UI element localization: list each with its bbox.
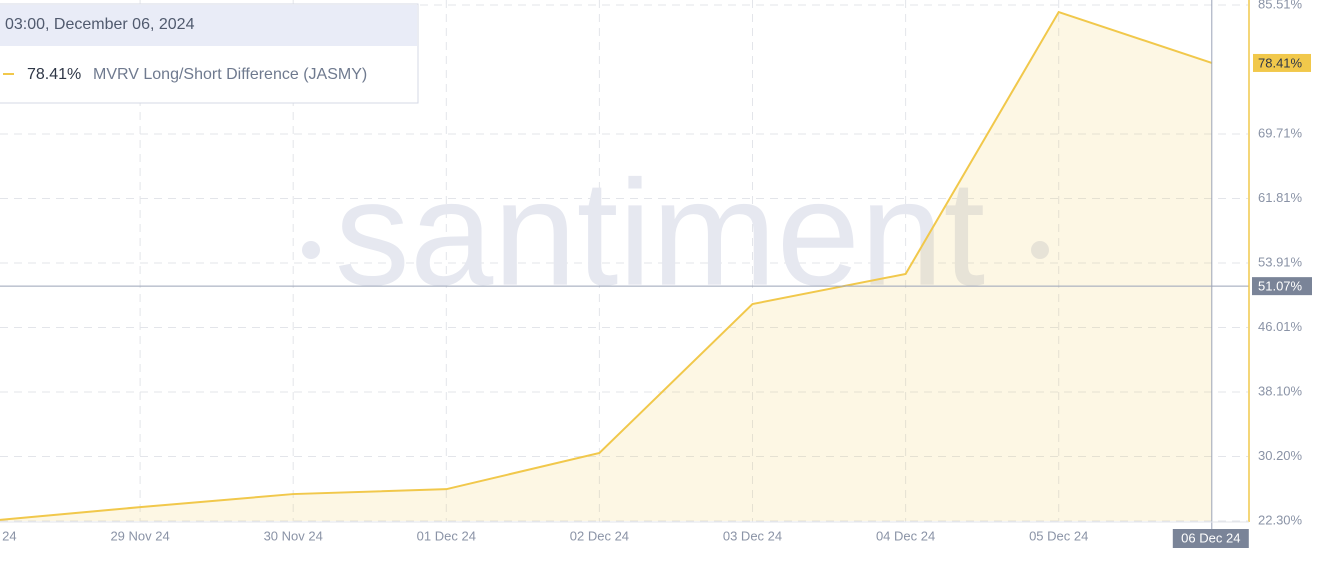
y-tick-label: 61.81% (1258, 190, 1303, 205)
area (0, 12, 1212, 521)
crosshair-x-box (1172, 529, 1249, 548)
y-tick-label: 38.10% (1258, 383, 1303, 398)
y-tick-label: 53.91% (1258, 254, 1303, 269)
y-tick-label: 85.51% (1258, 0, 1303, 11)
watermark-dot (1031, 241, 1049, 259)
last-value-box (1253, 53, 1311, 72)
x-tick-label: 04 Dec 24 (876, 528, 935, 543)
x-tick-label: 01 Dec 24 (417, 528, 476, 543)
watermark: santiment (335, 149, 985, 317)
x-tick-label: 28 Nov 24 (0, 528, 17, 543)
x-tick-label: 05 Dec 24 (1029, 528, 1088, 543)
x-tick-label: 29 Nov 24 (110, 528, 169, 543)
tooltip-title: 03:00, December 06, 2024 (5, 16, 195, 33)
tooltip: 03:00, December 06, 2024 78.41% MVRV Lon… (0, 3, 419, 104)
x-tick-label: 02 Dec 24 (570, 528, 629, 543)
tooltip-header (0, 5, 417, 46)
tooltip-value: 78.41% (27, 66, 81, 83)
y-tick-label: 69.71% (1258, 125, 1303, 140)
watermark-dot (302, 241, 320, 259)
y-tick-label: 30.20% (1258, 448, 1303, 463)
y-tick-label: 46.01% (1258, 319, 1303, 334)
crosshair-x-label: 06 Dec 24 (1181, 530, 1240, 545)
legend-entry: MVRV Long/Short Difference (JASMY) (93, 66, 367, 83)
x-tick-label: 30 Nov 24 (264, 528, 323, 543)
y-tick-label: 22.30% (1258, 512, 1303, 527)
crosshair-y-box (1252, 277, 1312, 296)
x-tick-label: 03 Dec 24 (723, 528, 782, 543)
last-value-label: 78.41% (1258, 55, 1303, 70)
crosshair-y-label: 51.07% (1258, 279, 1303, 294)
line (0, 10, 1213, 521)
